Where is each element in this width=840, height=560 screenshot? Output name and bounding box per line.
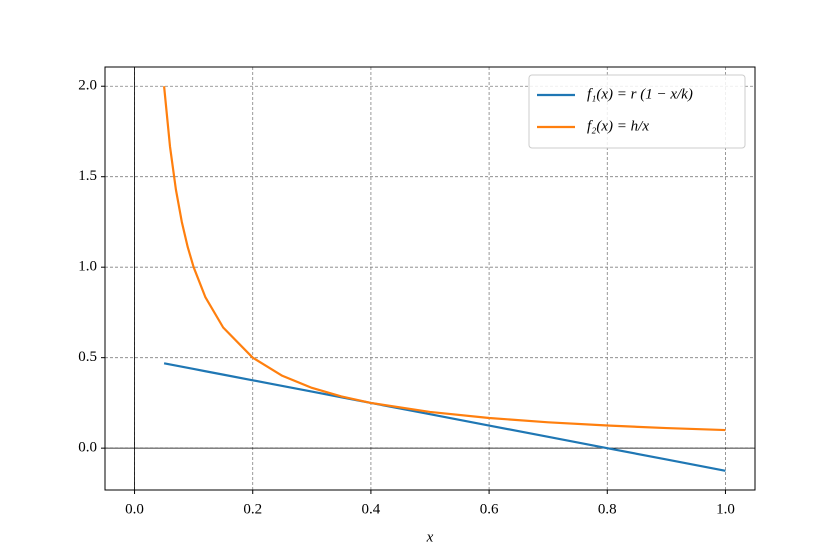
legend: f₁(x) = r (1 − x/k) f₂(x) = h/x	[528, 74, 746, 149]
x-tick-label: 0.4	[362, 501, 381, 517]
legend-label: f₁(x) = r (1 − x/k)	[587, 86, 693, 102]
y-tick-label: 0.5	[78, 349, 97, 365]
x-tick-label: 0.2	[243, 501, 262, 517]
x-tick-label: 1.0	[716, 501, 735, 517]
legend-label: f₂(x) = h/x	[587, 118, 649, 134]
y-tick-label: 1.5	[78, 168, 97, 184]
series-line	[162, 86, 726, 432]
x-tick-label: 0.0	[125, 501, 144, 517]
plot-frame	[104, 66, 756, 491]
x-tick-label: 0.6	[480, 501, 499, 517]
y-tick-label: 1.0	[78, 259, 97, 275]
legend-box	[528, 74, 746, 149]
x-axis-label: x	[426, 529, 434, 545]
y-tick-label: 0.0	[78, 440, 97, 456]
x-tick-label: 0.8	[598, 501, 617, 517]
series-line	[163, 362, 726, 472]
y-tick-label: 2.0	[78, 78, 97, 94]
